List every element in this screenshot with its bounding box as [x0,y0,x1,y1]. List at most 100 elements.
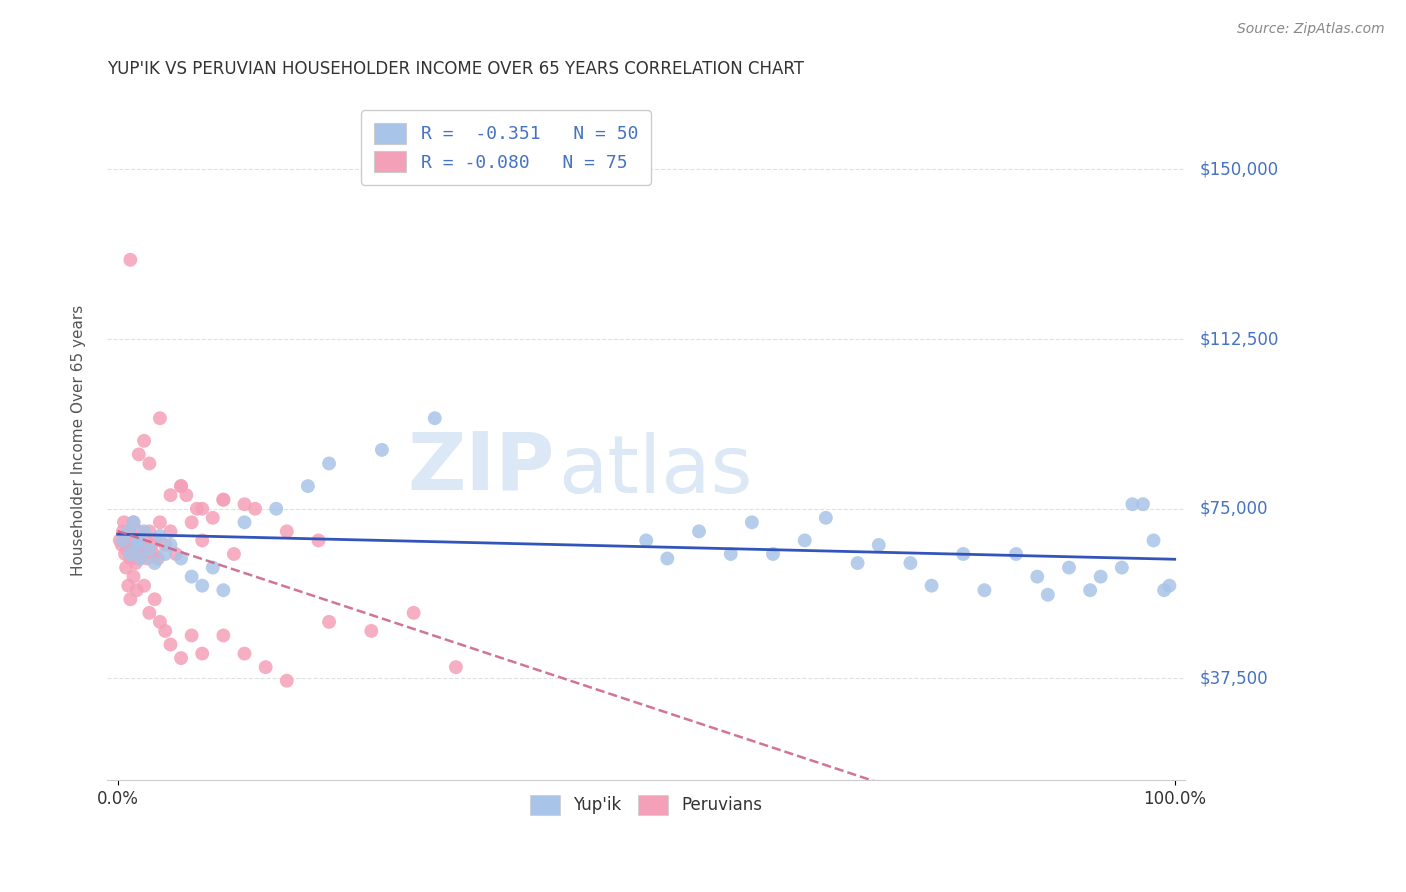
Point [108,533,131,548]
Point [159,524,181,539]
Point [222,547,245,561]
Point [1142,533,1164,548]
Text: Source: ZipAtlas.com: Source: ZipAtlas.com [1237,22,1385,37]
Point [186,501,208,516]
Point [111,538,134,552]
Point [1132,497,1154,511]
Point [1121,497,1143,511]
Point [973,583,995,598]
Point [129,551,152,566]
Point [1026,569,1049,583]
Point [297,479,319,493]
Point [191,579,214,593]
Point [112,516,135,530]
Point [125,542,148,557]
Y-axis label: Householder Income Over 65 years: Householder Income Over 65 years [72,305,86,576]
Point [127,551,149,566]
Point [149,411,172,425]
Point [111,533,134,548]
Point [121,547,143,561]
Point [118,524,141,539]
Legend: Yup'ik, Peruvians: Yup'ik, Peruvians [522,787,770,823]
Point [138,542,160,557]
Point [111,524,134,539]
Point [132,524,155,539]
Point [117,524,139,539]
Point [145,533,167,548]
Point [360,624,382,638]
Point [115,560,138,574]
Point [762,547,785,561]
Point [155,624,177,638]
Point [124,556,146,570]
Point [402,606,425,620]
Point [318,457,340,471]
Point [128,524,150,539]
Point [444,660,467,674]
Point [159,538,181,552]
Point [155,547,177,561]
Point [276,524,298,539]
Point [264,501,287,516]
Point [254,660,277,674]
Point [143,556,166,570]
Point [128,533,150,548]
Point [136,551,159,566]
Point [371,442,394,457]
Point [124,533,146,548]
Point [1159,579,1181,593]
Point [952,547,974,561]
Point [201,560,224,574]
Point [120,547,142,561]
Point [1005,547,1028,561]
Point [1078,583,1101,598]
Point [846,556,869,570]
Point [233,516,256,530]
Point [138,524,160,539]
Point [120,252,142,267]
Point [149,516,172,530]
Point [741,516,763,530]
Point [138,457,160,471]
Point [170,651,193,665]
Point [128,547,150,561]
Text: YUP'IK VS PERUVIAN HOUSEHOLDER INCOME OVER 65 YEARS CORRELATION CHART: YUP'IK VS PERUVIAN HOUSEHOLDER INCOME OV… [107,60,804,78]
Point [170,479,193,493]
Point [170,551,193,566]
Point [115,529,138,543]
Point [1153,583,1175,598]
Point [423,411,446,425]
Point [138,606,160,620]
Point [120,551,142,566]
Point [146,551,169,566]
Point [120,592,142,607]
Point [720,547,742,561]
Point [212,628,235,642]
Point [636,533,658,548]
Point [191,533,214,548]
Text: $37,500: $37,500 [1199,670,1268,688]
Point [212,583,235,598]
Point [814,510,837,524]
Point [114,547,136,561]
Point [233,647,256,661]
Point [159,488,181,502]
Point [134,533,156,548]
Point [141,538,163,552]
Point [921,579,943,593]
Point [128,447,150,461]
Text: ZIP: ZIP [408,429,554,507]
Point [159,638,181,652]
Point [657,551,679,566]
Point [129,538,152,552]
Point [132,434,155,448]
Point [142,547,165,561]
Point [125,583,148,598]
Point [117,533,139,548]
Point [180,569,202,583]
Point [115,542,138,557]
Point [122,516,145,530]
Point [243,501,266,516]
Point [276,673,298,688]
Point [117,579,139,593]
